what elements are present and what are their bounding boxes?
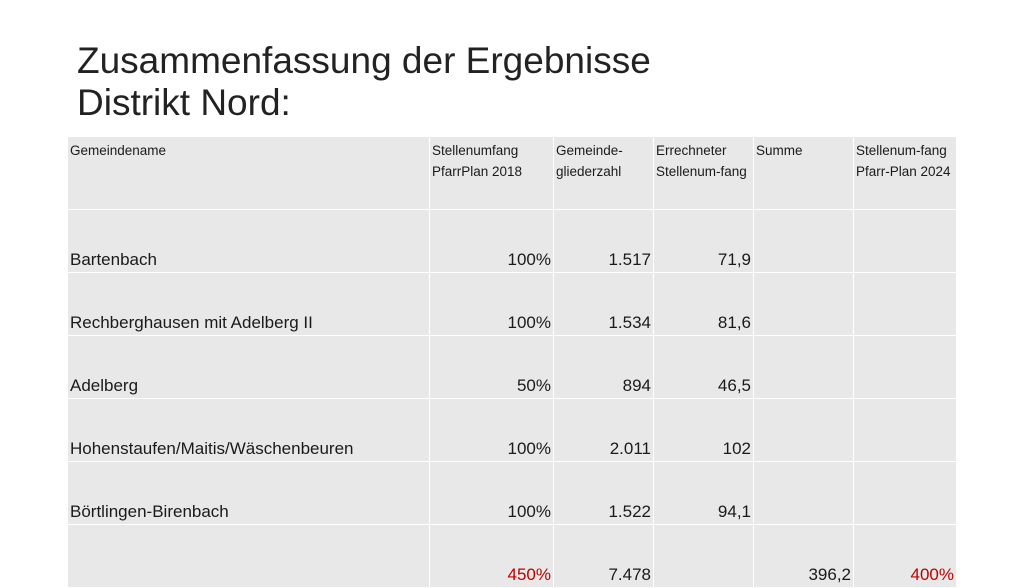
- cell-errechnet: 46,5: [653, 335, 754, 399]
- cell-stellenumfang-2018: 100%: [429, 398, 554, 462]
- cell-name: Rechberghausen mit Adelberg II: [67, 272, 430, 336]
- cell-stellenumfang-2024: [853, 272, 957, 336]
- cell-errechnet: 71,9: [653, 209, 754, 273]
- cell-gemeindeglieder: 894: [553, 335, 654, 399]
- total-stellenumfang-2018: 450%: [429, 524, 554, 588]
- cell-errechnet: 102: [653, 398, 754, 462]
- table-row: Börtlingen-Birenbach 100% 1.522 94,1: [67, 461, 957, 525]
- column-header-errechnet: Errechneter Stellenum-fang: [653, 136, 754, 210]
- column-header-gemeindename: Gemeindename: [67, 136, 430, 210]
- total-cell-name: [67, 524, 430, 588]
- cell-errechnet: 81,6: [653, 272, 754, 336]
- column-header-summe: Summe: [753, 136, 854, 210]
- cell-summe: [753, 461, 854, 525]
- total-summe: 396,2: [753, 524, 854, 588]
- slide-title: Zusammenfassung der Ergebnisse Distrikt …: [77, 40, 651, 124]
- cell-stellenumfang-2024: [853, 209, 957, 273]
- cell-stellenumfang-2024: [853, 335, 957, 399]
- column-header-stellenumfang-2018: Stellenumfang PfarrPlan 2018: [429, 136, 554, 210]
- cell-stellenumfang-2018: 100%: [429, 461, 554, 525]
- cell-gemeindeglieder: 1.522: [553, 461, 654, 525]
- cell-name: Börtlingen-Birenbach: [67, 461, 430, 525]
- table-row: Adelberg 50% 894 46,5: [67, 335, 957, 399]
- cell-gemeindeglieder: 1.534: [553, 272, 654, 336]
- cell-name: Adelberg: [67, 335, 430, 399]
- table-row: Rechberghausen mit Adelberg II 100% 1.53…: [67, 272, 957, 336]
- cell-errechnet: 94,1: [653, 461, 754, 525]
- cell-stellenumfang-2018: 100%: [429, 272, 554, 336]
- table-row: Bartenbach 100% 1.517 71,9: [67, 209, 957, 273]
- cell-stellenumfang-2024: [853, 461, 957, 525]
- slide-title-line-2: Distrikt Nord:: [77, 82, 291, 123]
- results-table: Gemeindename Stellenumfang PfarrPlan 201…: [67, 136, 957, 588]
- column-header-stellenumfang-2024: Stellenum-fang Pfarr-Plan 2024: [853, 136, 957, 210]
- total-stellenumfang-2024: 400%: [853, 524, 957, 588]
- cell-summe: [753, 335, 854, 399]
- table-header-row: Gemeindename Stellenumfang PfarrPlan 201…: [67, 136, 957, 210]
- cell-name: Bartenbach: [67, 209, 430, 273]
- cell-summe: [753, 209, 854, 273]
- column-header-gemeindeglieder: Gemeinde-gliederzahl: [553, 136, 654, 210]
- cell-stellenumfang-2018: 100%: [429, 209, 554, 273]
- cell-stellenumfang-2018: 50%: [429, 335, 554, 399]
- cell-summe: [753, 272, 854, 336]
- table-total-row: 450% 7.478 396,2 400%: [67, 524, 957, 588]
- cell-summe: [753, 398, 854, 462]
- cell-gemeindeglieder: 1.517: [553, 209, 654, 273]
- total-errechnet: [653, 524, 754, 588]
- cell-name: Hohenstaufen/Maitis/Wäschenbeuren: [67, 398, 430, 462]
- total-gemeindeglieder: 7.478: [553, 524, 654, 588]
- cell-stellenumfang-2024: [853, 398, 957, 462]
- cell-gemeindeglieder: 2.011: [553, 398, 654, 462]
- slide-title-line-1: Zusammenfassung der Ergebnisse: [77, 40, 651, 81]
- table-row: Hohenstaufen/Maitis/Wäschenbeuren 100% 2…: [67, 398, 957, 462]
